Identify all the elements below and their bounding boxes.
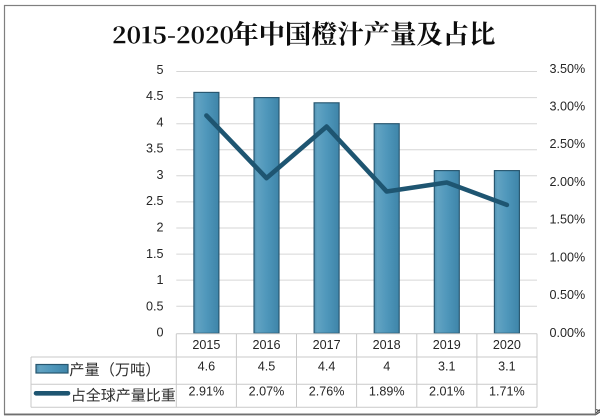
svg-text:1.00%: 1.00% xyxy=(550,250,586,264)
svg-text:1.50%: 1.50% xyxy=(550,213,586,227)
svg-text:4.5: 4.5 xyxy=(258,360,276,374)
svg-text:2.76%: 2.76% xyxy=(309,385,345,399)
svg-text:3.1: 3.1 xyxy=(438,360,456,374)
svg-text:4.5: 4.5 xyxy=(146,89,164,103)
svg-text:2015: 2015 xyxy=(192,338,220,352)
svg-text:4: 4 xyxy=(383,360,390,374)
svg-text:1.71%: 1.71% xyxy=(489,385,525,399)
svg-text:2018: 2018 xyxy=(373,338,401,352)
svg-text:1.5: 1.5 xyxy=(146,247,164,261)
svg-text:2019: 2019 xyxy=(433,338,461,352)
svg-text:3.5: 3.5 xyxy=(146,142,164,156)
svg-text:2.91%: 2.91% xyxy=(189,385,225,399)
svg-text:3: 3 xyxy=(156,168,163,182)
svg-text:0.00%: 0.00% xyxy=(550,326,586,340)
svg-text:3.00%: 3.00% xyxy=(550,100,586,114)
svg-text:2020: 2020 xyxy=(493,338,521,352)
svg-text:3.50%: 3.50% xyxy=(550,62,586,76)
svg-text:1: 1 xyxy=(156,273,163,287)
svg-text:5: 5 xyxy=(156,63,163,77)
svg-text:2.5: 2.5 xyxy=(146,194,164,208)
svg-text:2.01%: 2.01% xyxy=(429,385,465,399)
svg-text:1.89%: 1.89% xyxy=(369,385,405,399)
svg-text:3.1: 3.1 xyxy=(498,360,516,374)
svg-text:2.50%: 2.50% xyxy=(550,137,586,151)
svg-text:2: 2 xyxy=(156,221,163,235)
svg-text:2.00%: 2.00% xyxy=(550,175,586,189)
svg-text:2016: 2016 xyxy=(252,338,280,352)
svg-text:0.5: 0.5 xyxy=(146,299,164,313)
svg-text:4: 4 xyxy=(156,115,163,129)
svg-text:2017: 2017 xyxy=(313,338,341,352)
svg-text:4.4: 4.4 xyxy=(318,360,336,374)
svg-text:0: 0 xyxy=(156,326,163,340)
svg-text:2.07%: 2.07% xyxy=(249,385,285,399)
svg-text:0.50%: 0.50% xyxy=(550,288,586,302)
svg-text:4.6: 4.6 xyxy=(198,360,216,374)
